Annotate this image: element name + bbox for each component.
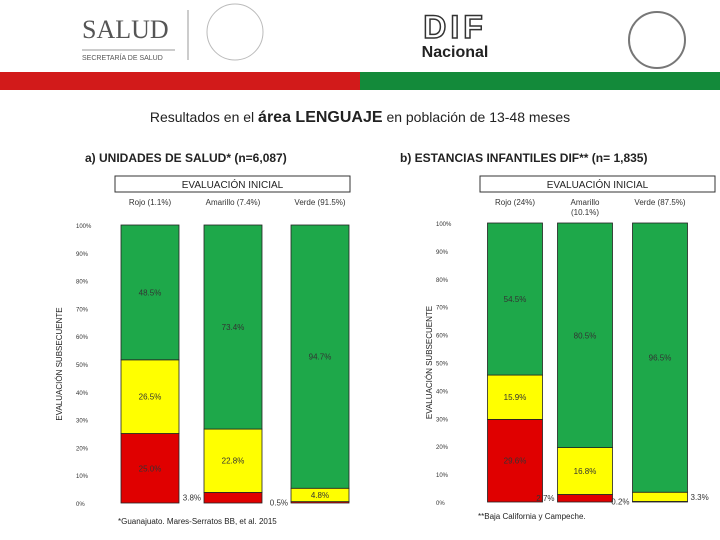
stripe-red xyxy=(0,72,360,90)
value-label: 22.8% xyxy=(222,457,245,466)
value-label: 2.7% xyxy=(536,494,554,503)
y-tick-label: 60% xyxy=(76,335,89,341)
category-label: Rojo (24%) xyxy=(494,198,535,207)
value-label: 4.8% xyxy=(311,491,329,500)
footnote: **Baja California y Campeche. xyxy=(478,512,586,521)
bar-segment xyxy=(557,447,613,495)
bar-segment xyxy=(120,224,180,361)
category-label: Amarillo (10.1%) xyxy=(570,198,600,217)
bar-segment xyxy=(487,222,543,376)
category-label: Rojo (1.1%) xyxy=(128,198,172,207)
y-tick-label: 30% xyxy=(76,419,89,425)
title-prefix: Resultados en el xyxy=(150,109,254,125)
title-emphasis: área LENGUAJE xyxy=(258,109,383,126)
bar-segment xyxy=(557,494,613,503)
y-tick-label: 50% xyxy=(436,362,449,368)
y-tick-label: 100% xyxy=(76,224,92,230)
logo-subtitle: SECRETARÍA DE SALUD xyxy=(82,53,163,62)
bar-segment xyxy=(203,492,263,504)
chart-title: a) UNIDADES DE SALUD* (n=6,087) xyxy=(85,151,287,165)
footnote: *Guanajuato. Mares-Serratos BB, et al. 2… xyxy=(118,517,277,526)
y-tick-label: 0% xyxy=(76,502,85,508)
dif-subtitle: Nacional xyxy=(422,44,489,61)
value-label: 26.5% xyxy=(139,393,162,402)
y-tick-label: 90% xyxy=(436,250,449,256)
header-label: EVALUACIÓN INICIAL xyxy=(182,178,284,191)
y-tick-label: 70% xyxy=(436,306,449,312)
slide-title: Resultados en el área LENGUAJE en poblac… xyxy=(150,109,570,126)
y-tick-label: 80% xyxy=(76,280,89,286)
value-label: 3.8% xyxy=(183,494,201,503)
y-tick-label: 10% xyxy=(76,474,89,480)
header-box xyxy=(479,175,716,193)
category-label: Verde (91.5%) xyxy=(294,198,346,207)
value-label: 0.5% xyxy=(270,498,288,507)
y-axis-label: EVALUACIÓN SUBSECUENTE xyxy=(425,306,434,419)
value-label: 15.9% xyxy=(504,393,527,402)
value-label: 0.2% xyxy=(611,498,629,507)
value-label: 3.3% xyxy=(691,493,709,502)
dif-logo: DIF xyxy=(423,9,487,45)
value-label: 48.5% xyxy=(139,288,162,297)
y-tick-label: 40% xyxy=(436,389,449,395)
y-tick-label: 10% xyxy=(436,473,449,479)
y-tick-label: 20% xyxy=(76,446,89,452)
bar-segment xyxy=(632,222,688,493)
value-label: 80.5% xyxy=(574,331,597,340)
y-tick-label: 50% xyxy=(76,363,89,369)
logo-title: SALUD xyxy=(82,15,169,44)
value-label: 29.6% xyxy=(504,457,527,466)
y-tick-label: 40% xyxy=(76,391,89,397)
category-label: Amarillo (7.4%) xyxy=(205,198,261,207)
title-suffix: en población de 13-48 meses xyxy=(386,109,570,125)
y-tick-label: 60% xyxy=(436,334,449,340)
y-tick-label: 90% xyxy=(76,252,89,258)
y-tick-label: 70% xyxy=(76,307,89,313)
seal xyxy=(628,11,686,69)
bar-segment xyxy=(120,359,180,434)
chart-title: b) ESTANCIAS INFANTILES DIF** (n= 1,835) xyxy=(400,151,647,165)
bar-segment xyxy=(203,224,263,430)
value-label: 96.5% xyxy=(649,354,672,363)
value-label: 25.0% xyxy=(139,464,162,473)
category-label: Verde (87.5%) xyxy=(634,198,686,207)
stripe-green xyxy=(360,72,720,90)
bar-segment xyxy=(120,433,180,504)
value-label: 94.7% xyxy=(309,353,332,362)
header-box xyxy=(114,175,351,193)
bar-segment xyxy=(557,222,613,448)
value-label: 54.5% xyxy=(504,295,527,304)
value-label: 16.8% xyxy=(574,467,597,476)
bar-segment xyxy=(487,419,543,503)
y-axis-label: EVALUACIÓN SUBSECUENTE xyxy=(55,307,64,420)
y-tick-label: 80% xyxy=(436,278,449,284)
y-tick-label: 0% xyxy=(436,501,445,507)
y-tick-label: 100% xyxy=(436,222,452,228)
value-label: 73.4% xyxy=(222,323,245,332)
bar-segment xyxy=(632,491,688,502)
bar-segment xyxy=(290,224,350,489)
y-tick-label: 20% xyxy=(436,445,449,451)
seal xyxy=(206,3,264,61)
y-tick-label: 30% xyxy=(436,417,449,423)
header-label: EVALUACIÓN INICIAL xyxy=(547,178,649,191)
